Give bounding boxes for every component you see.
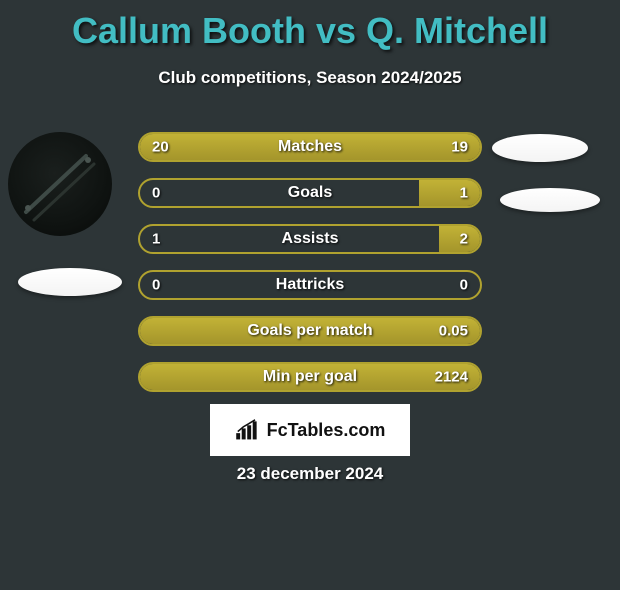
player-left-avatar [8,132,112,236]
brand-text: FcTables.com [267,420,386,441]
stat-bar: 20 Matches 19 [138,132,482,162]
bar-left-value: 1 [152,231,160,248]
bar-left-value: 20 [152,139,169,156]
bar-right-value: 2124 [435,369,468,386]
bar-right-value: 2 [460,231,468,248]
subtitle: Club competitions, Season 2024/2025 [0,68,620,88]
bar-label: Matches [278,138,342,156]
bar-fill-right [419,180,480,206]
bar-label: Assists [282,230,339,248]
logo-oval-left [18,268,122,296]
bar-label: Goals per match [247,322,372,340]
logo-oval-right-2 [500,188,600,212]
logo-oval-right-1 [492,134,588,162]
bar-label: Hattricks [276,276,344,294]
stat-bar: Goals per match 0.05 [138,316,482,346]
bar-right-value: 0.05 [439,323,468,340]
bar-label: Min per goal [263,368,357,386]
stat-bar: 0 Hattricks 0 [138,270,482,300]
stat-bar: 0 Goals 1 [138,178,482,208]
bar-left-value: 0 [152,185,160,202]
brand-chart-icon [235,419,261,441]
date-line: 23 december 2024 [0,464,620,484]
bar-right-value: 0 [460,277,468,294]
stat-bar: 1 Assists 2 [138,224,482,254]
page-title: Callum Booth vs Q. Mitchell [0,10,620,52]
bar-right-value: 1 [460,185,468,202]
bar-label: Goals [288,184,332,202]
stat-bar: Min per goal 2124 [138,362,482,392]
bar-right-value: 19 [451,139,468,156]
bar-left-value: 0 [152,277,160,294]
stats-bars: 20Matches190Goals11Assists20Hattricks0Go… [138,132,482,408]
brand-box: FcTables.com [210,404,410,456]
